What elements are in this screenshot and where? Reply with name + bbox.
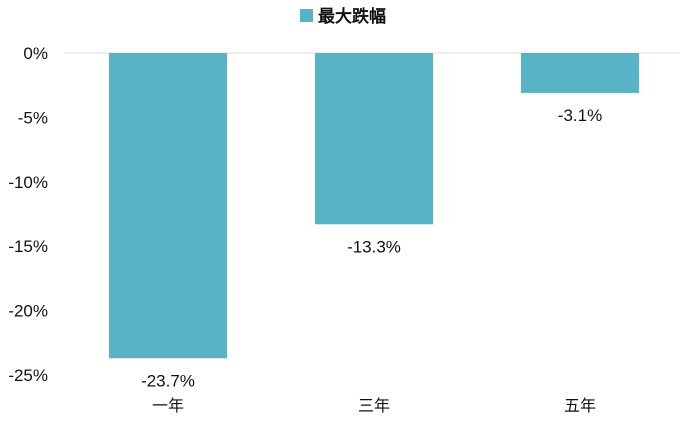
- y-tick-label: -5%: [18, 108, 48, 127]
- legend: 最大跌幅: [300, 6, 386, 27]
- y-tick-label: 0%: [23, 44, 48, 63]
- x-tick-label: 一年: [152, 396, 184, 415]
- x-axis: 一年 三年 五年: [152, 396, 596, 415]
- y-tick-label: -25%: [8, 366, 48, 385]
- bar: [109, 53, 227, 359]
- bars: [109, 53, 639, 359]
- legend-label: 最大跌幅: [318, 6, 386, 27]
- data-labels: -23.7% -13.3% -3.1%: [141, 106, 602, 390]
- bar: [315, 53, 433, 225]
- x-tick-label: 三年: [358, 396, 390, 415]
- y-tick-label: -20%: [8, 302, 48, 321]
- bar: [521, 53, 639, 93]
- data-label: -23.7%: [141, 371, 195, 390]
- y-tick-label: -15%: [8, 237, 48, 256]
- data-label: -13.3%: [347, 237, 401, 256]
- data-label: -3.1%: [558, 106, 602, 125]
- legend-swatch: [300, 9, 313, 22]
- y-tick-label: -10%: [8, 173, 48, 192]
- y-axis: 0% -5% -10% -15% -20% -25%: [8, 44, 48, 385]
- x-tick-label: 五年: [564, 396, 596, 415]
